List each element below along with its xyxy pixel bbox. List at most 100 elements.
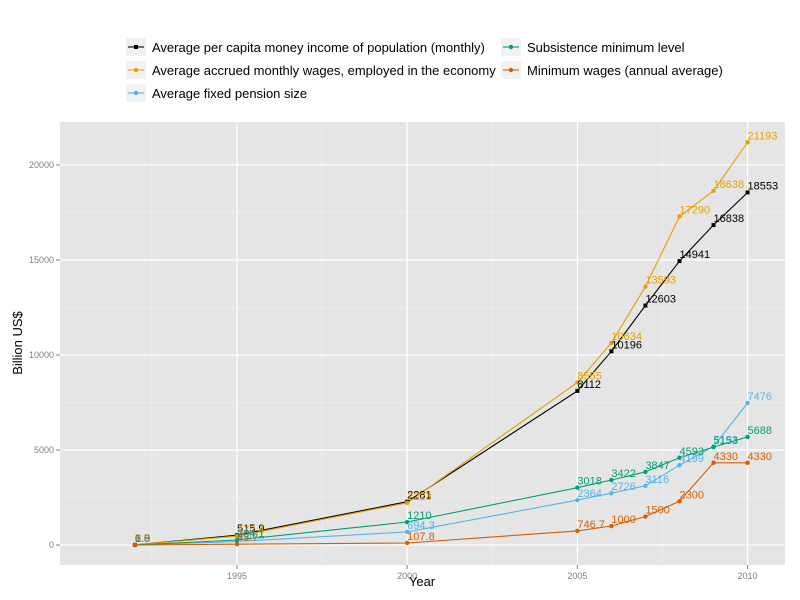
legend-item: Average accrued monthly wages, employed … [126, 61, 496, 79]
data-label: 515.9 [237, 523, 265, 535]
data-point [575, 485, 580, 490]
data-point [711, 460, 716, 465]
data-point [711, 188, 716, 194]
major-gridlines [60, 122, 785, 565]
data-label: 1.9 [135, 533, 150, 545]
data-point [404, 540, 410, 546]
y-tick-label: 5000 [34, 445, 54, 455]
data-label: 18638 [714, 179, 745, 191]
x-tick-label: 1995 [227, 571, 247, 581]
data-label: 2281 [407, 490, 431, 502]
data-label: 3847 [645, 460, 669, 472]
data-point [609, 477, 614, 483]
data-label: 12603 [645, 294, 676, 306]
data-label: 21193 [748, 130, 778, 142]
legend-label: Average fixed pension size [152, 85, 308, 101]
data-point [711, 223, 716, 228]
x-axis-title: Year [409, 574, 436, 589]
data-point [745, 140, 750, 145]
data-point [132, 542, 138, 548]
data-label: 10196 [611, 339, 642, 351]
data-point [404, 519, 410, 525]
data-point [234, 537, 240, 543]
data-point [677, 259, 682, 264]
data-label: 3422 [611, 468, 635, 480]
data-label: 3116 [645, 474, 669, 486]
data-point [745, 190, 750, 195]
legend-label: Subsistence minimum level [527, 39, 685, 55]
series-points [132, 140, 750, 548]
data-point [677, 499, 682, 504]
data-labels: 6.0 515.9 2281 8112 10196 12603 14941 16838 1855… [135, 130, 778, 545]
legend-key-icon [126, 38, 146, 56]
legend-label: Average accrued monthly wages, employed … [152, 62, 496, 78]
legend-key-icon [126, 61, 146, 79]
legend-key-icon [501, 61, 521, 79]
y-axis-title: Billion US$ [10, 310, 25, 374]
data-point [745, 434, 750, 440]
data-label: 2726 [611, 481, 635, 493]
data-point [234, 542, 240, 547]
data-point [575, 497, 580, 503]
data-point [677, 455, 682, 460]
legend-item: Minimum wages (annual average) [501, 61, 723, 79]
minor-gridlines [60, 122, 785, 565]
data-label: 2300 [679, 489, 703, 501]
data-point [575, 380, 580, 385]
data-point [677, 463, 682, 468]
data-label: 107.8 [407, 531, 435, 543]
data-point [404, 529, 410, 535]
data-label: 7476 [748, 391, 772, 403]
data-point [643, 514, 648, 519]
data-label: 18553 [748, 180, 779, 192]
data-label: 472.4 [237, 524, 265, 536]
data-label: 8555 [577, 370, 601, 382]
data-label: 16838 [714, 213, 745, 225]
data-label: 4593 [679, 446, 703, 458]
axis-ticks: 1995 2000 2005 2010 0 5000 10000 15000 20000 [29, 160, 758, 581]
data-point [745, 460, 750, 465]
data-label: 8112 [577, 379, 601, 391]
data-label: 188.1 [237, 529, 265, 541]
data-point [643, 483, 648, 489]
data-point [745, 400, 750, 406]
data-point [643, 284, 648, 289]
data-point [677, 214, 682, 219]
data-label: 13593 [645, 275, 676, 287]
data-label: 14941 [679, 249, 710, 261]
data-label: 264.1 [237, 528, 265, 540]
data-point [234, 533, 240, 539]
data-label: 1500 [645, 505, 669, 517]
data-label: 2364 [577, 488, 601, 500]
data-label: 1000 [611, 514, 635, 526]
data-point [609, 340, 614, 346]
data-label: 5688 [748, 425, 772, 437]
legend-label: Minimum wages (annual average) [527, 62, 723, 78]
y-tick-label: 15000 [29, 255, 54, 265]
data-point [575, 388, 580, 393]
data-label: 4330 [748, 451, 772, 463]
data-label: 4330 [714, 451, 738, 463]
data-label: 1210 [407, 510, 431, 522]
data-label: 43.7 [237, 532, 258, 544]
data-label: 2223 [407, 491, 431, 503]
data-point [711, 444, 716, 450]
data-label: 694.3 [407, 520, 435, 532]
data-label: 5153 [714, 435, 738, 447]
data-label: 6.0 [135, 533, 150, 545]
data-label: 17290 [679, 204, 710, 216]
data-point [575, 528, 580, 534]
legend-item: Average fixed pension size [126, 84, 307, 102]
legend-item: Average per capita money income of popul… [126, 38, 485, 56]
data-label: 1.6 [135, 533, 150, 545]
y-tick-label: 0 [49, 540, 54, 550]
data-label: 4199 [679, 453, 703, 465]
data-label: 746.7 [577, 519, 605, 531]
data-label: 5191 [714, 434, 738, 446]
y-tick-label: 20000 [29, 160, 54, 170]
data-point [404, 500, 410, 505]
x-tick-label: 2005 [567, 571, 587, 581]
legend: Average per capita money income of popul… [118, 34, 738, 110]
data-label: 3018 [577, 476, 601, 488]
